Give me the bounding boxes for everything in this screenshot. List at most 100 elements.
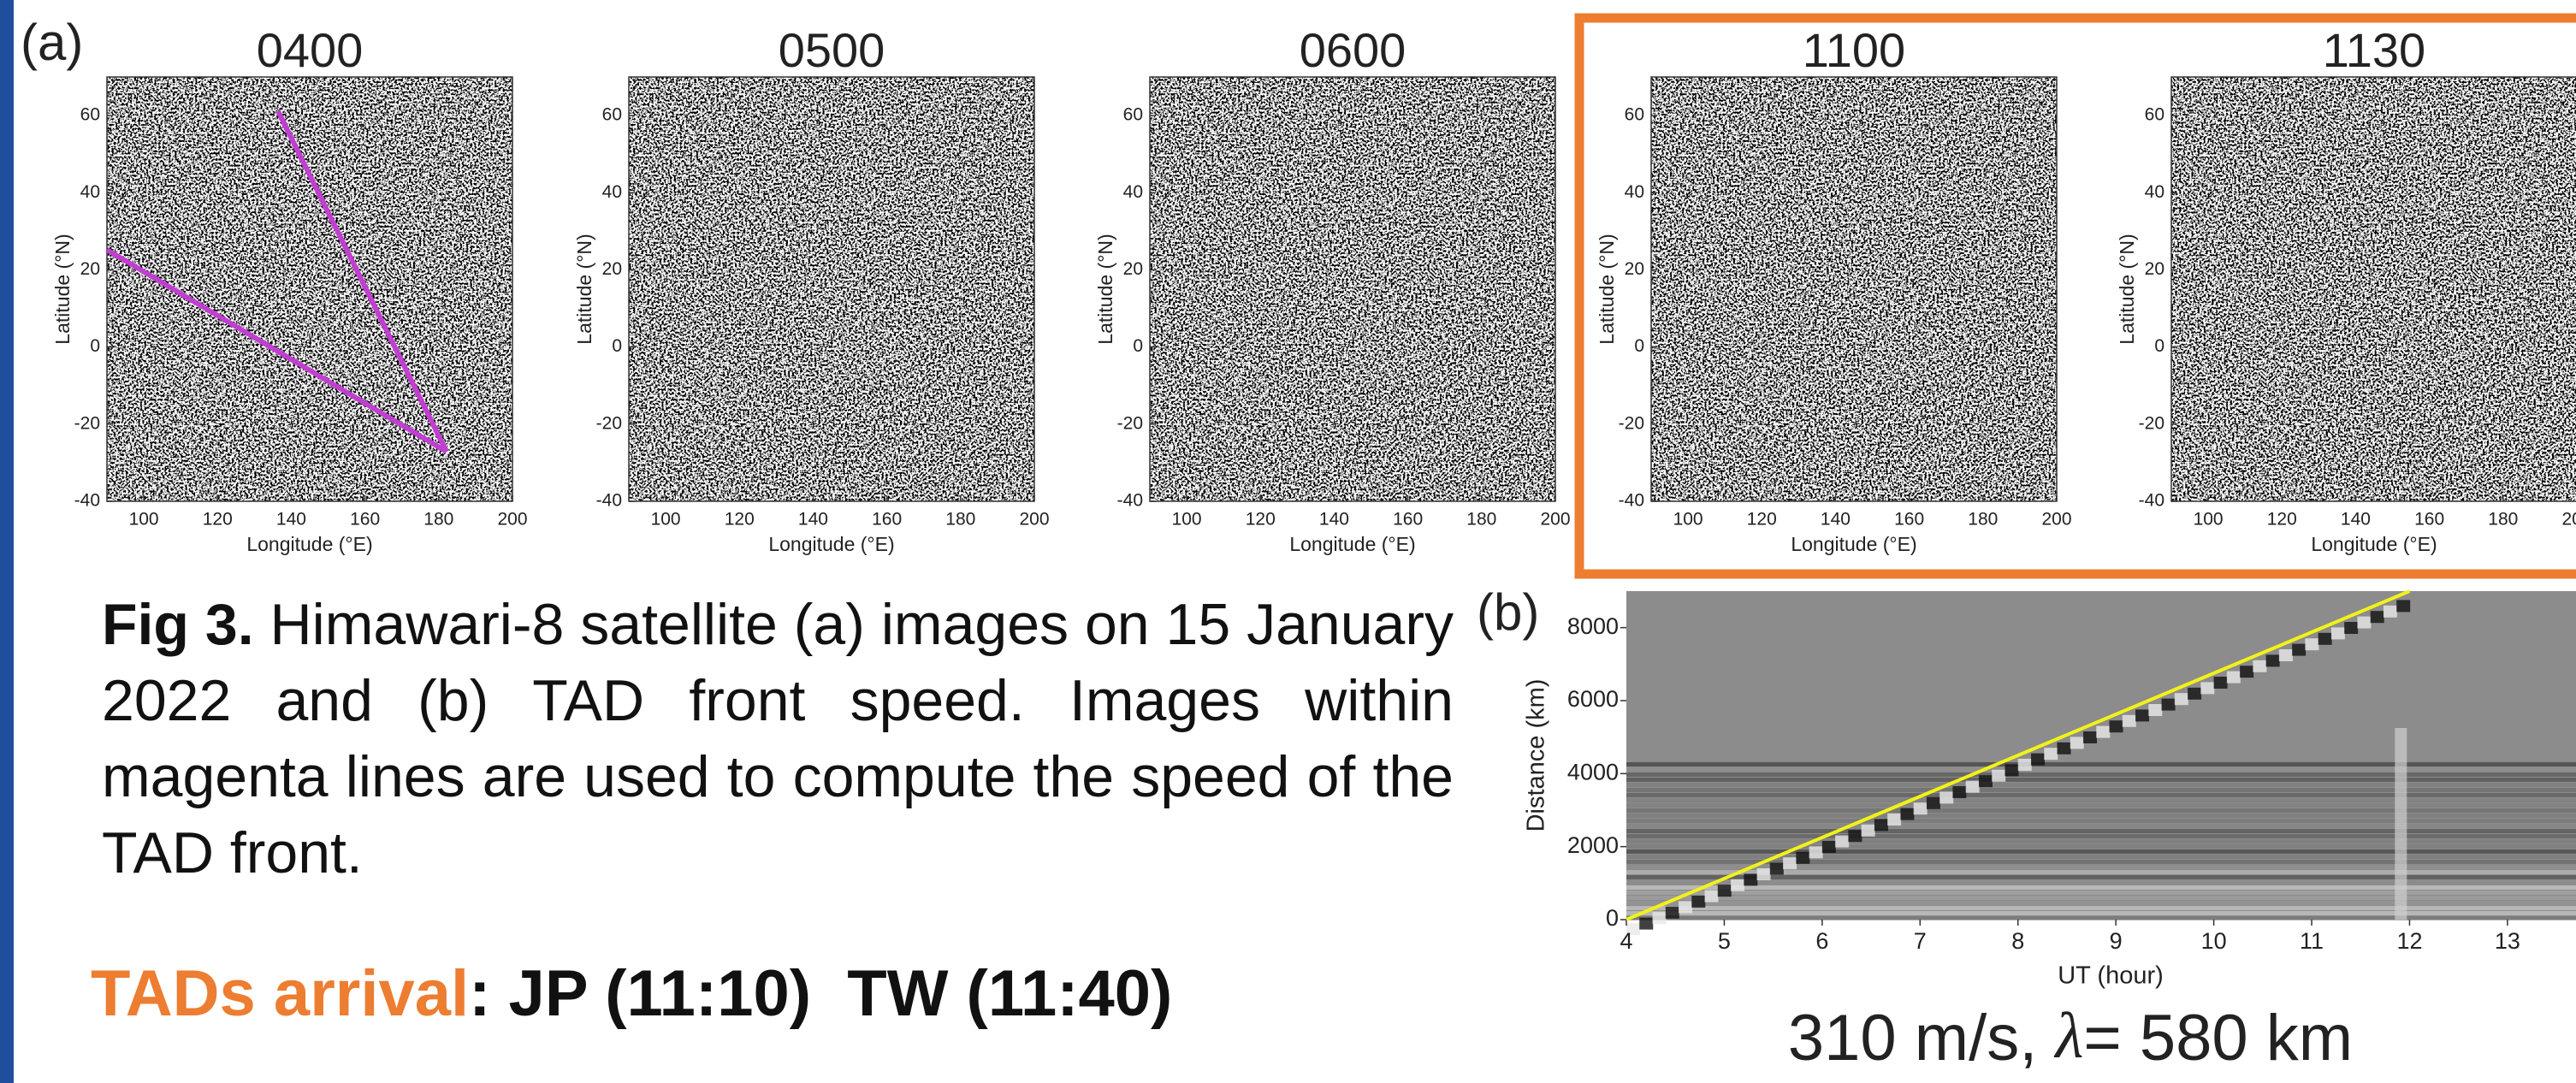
caption: Fig 3. Himawari-8 satellite (a) images o… <box>102 587 1454 891</box>
x-tick-label: 200 <box>2561 510 2576 530</box>
y-tick-label: 0 <box>2154 336 2164 356</box>
x-tick-label: 100 <box>129 510 159 530</box>
keogram-front <box>1848 830 1862 842</box>
y-axis-label: Distance (km) <box>1523 679 1550 832</box>
x-tick-label: 4 <box>1620 928 1632 954</box>
keogram-streak <box>1626 767 2576 772</box>
x-axis-label: UT (hour) <box>2058 962 2164 990</box>
keogram-spike <box>2395 728 2407 920</box>
keogram-front <box>2162 699 2176 711</box>
keogram-front <box>1691 896 1705 908</box>
image-title: 1130 <box>2323 23 2425 77</box>
caption-text: Himawari-8 satellite (a) images on 15 Ja… <box>102 592 1454 885</box>
x-tick-label: 180 <box>423 510 453 530</box>
keogram-front <box>2096 726 2110 738</box>
keogram-streak <box>1626 798 2576 802</box>
x-tick-label: 140 <box>276 510 306 530</box>
y-tick-label: 40 <box>1625 182 1644 202</box>
x-axis-label: Longitude (°E) <box>768 533 894 555</box>
keogram-streak <box>1626 762 2576 766</box>
y-tick-label: 0 <box>1634 336 1644 356</box>
keogram-streak <box>1626 885 2576 890</box>
y-tick-label: -40 <box>596 491 622 511</box>
x-tick-label: 7 <box>1914 928 1927 954</box>
x-tick-label: 120 <box>725 510 755 530</box>
y-tick-label: 20 <box>602 259 622 279</box>
side-bar <box>0 0 14 1083</box>
y-tick-label: 0 <box>1606 905 1619 931</box>
y-tick-label: -20 <box>2139 413 2164 433</box>
keogram-front <box>1952 786 1966 798</box>
x-tick-label: 180 <box>2488 510 2518 530</box>
keogram-streak <box>1626 829 2576 833</box>
panel-label: (b) <box>1477 583 1539 641</box>
keogram-streak <box>1626 814 2576 818</box>
y-tick-label: -40 <box>1619 491 1644 511</box>
y-axis-label: Latitude (°N) <box>1094 234 1116 344</box>
y-tick-label: 6000 <box>1567 686 1619 712</box>
keogram-front <box>2188 688 2201 700</box>
caption-label: Fig 3. <box>102 592 254 657</box>
keogram-streak <box>1626 834 2576 838</box>
y-tick-label: 4000 <box>1567 759 1619 784</box>
x-tick-label: 120 <box>203 510 233 530</box>
y-tick-label: 0 <box>90 336 100 356</box>
x-tick-label: 160 <box>2414 510 2444 530</box>
x-tick-label: 180 <box>1466 510 1496 530</box>
panel-label: (a) <box>21 14 83 71</box>
satellite-image <box>629 77 1034 501</box>
y-tick-label: 60 <box>80 105 100 125</box>
y-tick-label: 60 <box>2145 105 2164 125</box>
x-axis-label: Longitude (°E) <box>246 533 372 555</box>
x-tick-label: 13 <box>2495 928 2520 954</box>
keogram-front <box>2031 754 2045 766</box>
x-tick-label: 140 <box>1319 510 1349 530</box>
keogram-front <box>1705 891 1719 902</box>
keogram-front <box>2058 743 2071 755</box>
keogram-front <box>2331 627 2345 639</box>
keogram-front <box>1809 846 1823 858</box>
y-axis-label: Latitude (°N) <box>573 234 595 344</box>
keogram-front <box>1653 912 1667 924</box>
x-tick-label: 9 <box>2110 928 2123 954</box>
keogram-front <box>2214 677 2228 689</box>
keogram-front <box>1666 907 1679 919</box>
keogram-front <box>1939 791 1953 803</box>
keogram-streak <box>1626 824 2576 828</box>
x-axis-label: Longitude (°E) <box>1791 533 1916 555</box>
keogram-front <box>1887 814 1901 826</box>
y-tick-label: 20 <box>1625 259 1644 279</box>
y-tick-label: 40 <box>1123 182 1143 202</box>
image-title: 0400 <box>257 23 364 77</box>
x-tick-label: 100 <box>651 510 681 530</box>
result-symbol: λ <box>2053 1000 2083 1072</box>
y-tick-label: -20 <box>74 413 100 433</box>
y-tick-label: 40 <box>80 182 100 202</box>
keogram-streak <box>1626 901 2576 905</box>
keogram-front <box>2344 622 2358 634</box>
keogram-front <box>2253 660 2266 672</box>
y-tick-label: 20 <box>2145 259 2164 279</box>
keogram-front <box>1900 808 1914 820</box>
keogram-front <box>2018 759 2032 771</box>
keogram-streak <box>1626 891 2576 895</box>
y-axis-label: Latitude (°N) <box>1596 234 1618 344</box>
keogram-front <box>1757 868 1771 880</box>
y-tick-label: 8000 <box>1567 613 1619 639</box>
keogram-front <box>2371 611 2384 623</box>
x-tick-label: 140 <box>1821 510 1851 530</box>
keogram-front <box>2005 764 2018 776</box>
keogram-streak <box>1626 839 2576 843</box>
keogram-front <box>1927 797 1940 809</box>
satellite-image <box>107 77 512 501</box>
x-tick-label: 100 <box>1673 510 1703 530</box>
x-tick-label: 5 <box>1718 928 1731 954</box>
y-tick-label: -40 <box>74 491 100 511</box>
x-tick-label: 140 <box>798 510 828 530</box>
y-tick-label: -40 <box>2139 491 2164 511</box>
keogram-front <box>1718 885 1732 897</box>
image-title: 1100 <box>1803 23 1905 77</box>
keogram-streak <box>1626 916 2576 920</box>
y-axis-label: Latitude (°N) <box>51 234 74 344</box>
keogram-front <box>1914 802 1928 814</box>
